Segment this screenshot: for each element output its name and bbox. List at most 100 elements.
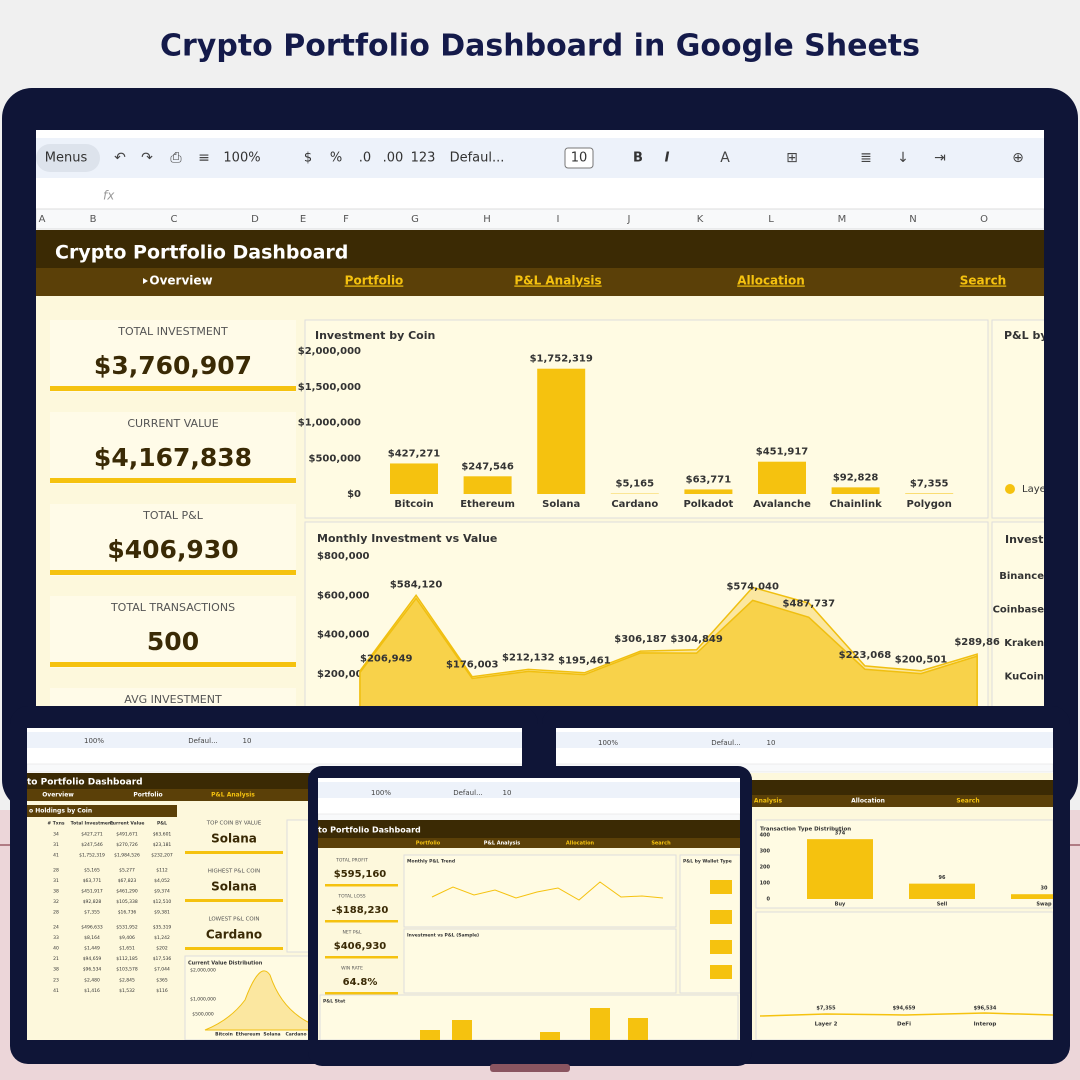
- toolbar-icon: ⇥: [934, 150, 946, 166]
- data-label: $200,501: [895, 655, 948, 666]
- kpi-value: $595,160: [334, 869, 387, 880]
- toolbar-item: 10: [767, 739, 776, 747]
- bar: [909, 883, 975, 899]
- toolbar-icon: ≡: [198, 150, 210, 166]
- kpi-card: [50, 504, 296, 576]
- y-tick-label: 200: [760, 865, 771, 871]
- panel: [319, 994, 739, 1040]
- mini-bar: [590, 1008, 610, 1040]
- x-tick-label: Solana: [542, 499, 580, 510]
- y-tick-label: $2,000,000: [190, 968, 216, 974]
- data-label: $306,187: [614, 634, 667, 645]
- nav-link[interactable]: Portfolio: [345, 274, 404, 288]
- mini-bar: [710, 880, 732, 894]
- data-label: $289,86: [954, 637, 1000, 648]
- table-cell: 28: [53, 910, 59, 916]
- bar: [831, 487, 880, 494]
- y-tick-label: $600,000: [317, 590, 370, 601]
- legend-dot: [1005, 484, 1015, 494]
- column-header: [36, 208, 1044, 230]
- y-tick-label: $500,000: [308, 453, 361, 464]
- table-cell: 24: [53, 924, 59, 930]
- panel-title: P&L by Wallet Type: [683, 859, 732, 865]
- nav-link[interactable]: Allocation: [737, 274, 805, 288]
- kpi-card: [50, 412, 296, 484]
- column-letter: M: [838, 214, 847, 225]
- y-tick-label: $0: [347, 489, 361, 500]
- nav-link: Overview: [42, 792, 74, 799]
- data-label: $195,461: [558, 656, 611, 667]
- x-tick-label: Interop: [974, 1022, 997, 1028]
- data-label: $304,849: [670, 634, 723, 645]
- toolbar-item: Defaul...: [188, 737, 218, 745]
- data-label: $223,068: [839, 650, 892, 661]
- toolbar-item: 10: [571, 151, 588, 166]
- table-cell: 34: [53, 832, 59, 838]
- toolbar-item: Defaul...: [711, 739, 741, 747]
- data-label: $1,752,319: [530, 354, 593, 365]
- x-tick-label: Bitcoin: [394, 499, 433, 510]
- nav-link[interactable]: P&L Analysis: [514, 274, 601, 288]
- column-letter: N: [909, 214, 916, 225]
- toolbar-icon: ≣: [860, 150, 872, 166]
- kpi-value: 64.8%: [343, 977, 378, 988]
- table-cell: $1,984,526: [114, 853, 140, 859]
- kpi-label: TOTAL PROFIT: [335, 858, 368, 864]
- kpi-label: TOTAL TRANSACTIONS: [110, 601, 235, 614]
- table-cell: $1,651: [119, 946, 135, 952]
- data-label: $63,771: [686, 474, 732, 485]
- column-letter: B: [90, 214, 97, 225]
- panel: [991, 319, 1044, 519]
- table-cell: $491,671: [116, 832, 138, 838]
- menus-pill: [36, 144, 100, 172]
- area-series: [359, 597, 978, 706]
- kpi-bar: [185, 851, 283, 854]
- table-cell: 21: [53, 956, 59, 962]
- kpi-value: 500: [147, 627, 199, 656]
- column-letter: J: [627, 214, 631, 225]
- table-cell: 31: [53, 842, 59, 848]
- table-cell: $4,052: [154, 878, 170, 884]
- nav-link[interactable]: Search: [960, 274, 1006, 288]
- table-cell: $7,355: [84, 910, 100, 916]
- sheet-header: [318, 820, 740, 838]
- table-cell: 33: [53, 935, 59, 941]
- mini-bar: [540, 1032, 560, 1040]
- table-cell: $496,633: [81, 924, 103, 930]
- toolbar: [36, 138, 1044, 178]
- y-tick-label: 400: [760, 833, 771, 839]
- table-cell: $270,726: [116, 842, 138, 848]
- section-title: o Holdings by Coin: [29, 808, 92, 815]
- nav-link: Allocation: [566, 841, 595, 847]
- font-size-box: [564, 147, 594, 169]
- table-cell: $1,752,319: [79, 853, 105, 859]
- kpi-value: $3,760,907: [94, 351, 252, 380]
- panel-title: Investment vs P&L (Sample): [407, 933, 479, 939]
- table-cell: $9,406: [119, 935, 135, 941]
- nav-link[interactable]: Overview: [149, 274, 212, 288]
- sheet-title: Crypto Portfolio Dashboard: [55, 242, 348, 264]
- data-label: $584,120: [390, 579, 443, 590]
- bar: [1011, 894, 1053, 899]
- kpi-value: $4,167,838: [94, 443, 252, 472]
- section-header: [27, 805, 177, 817]
- table-cell: 38: [53, 889, 59, 895]
- sheet-title: to Portfolio Dashboard: [27, 778, 143, 788]
- table-cell: $247,546: [81, 842, 103, 848]
- table-cell: $67,823: [118, 878, 137, 884]
- table-cell: $461,290: [116, 889, 138, 895]
- nav-link: Search: [956, 798, 979, 805]
- y-tick-label: 0: [767, 897, 771, 903]
- mini-line: [759, 1012, 1053, 1017]
- nav-link: Analysis: [754, 798, 783, 805]
- table-header: # Txns: [47, 821, 65, 827]
- axis-label: Binance: [999, 571, 1044, 582]
- kpi-bar: [325, 956, 398, 959]
- panel-title: Investme: [1005, 533, 1062, 546]
- panel: [755, 911, 1053, 1040]
- data-label: $7,355: [910, 478, 949, 489]
- chart-title: Monthly Investment vs Value: [317, 532, 497, 545]
- toolbar: [27, 732, 522, 748]
- y-tick-label: $800,000: [317, 551, 370, 562]
- x-tick-label: Cardano: [285, 1032, 306, 1038]
